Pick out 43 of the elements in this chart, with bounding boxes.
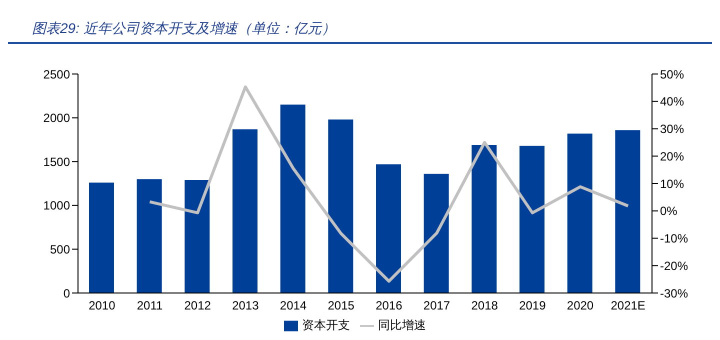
bar — [615, 130, 640, 293]
y2-tick-label: 50% — [660, 67, 684, 82]
bar — [520, 146, 544, 293]
y2-tick-label: 30% — [660, 122, 684, 136]
bar — [472, 144, 497, 293]
y2-tick-label: 10% — [660, 176, 684, 191]
y2-tick-label: 20% — [660, 149, 684, 164]
x-tick-label: 2011 — [136, 298, 163, 313]
bar — [567, 134, 592, 293]
x-tick-label: 2020 — [566, 298, 594, 313]
bar — [424, 174, 449, 293]
x-tick-label: 2021E — [610, 298, 646, 313]
y-tick-label: 1000 — [43, 198, 70, 213]
x-tick-label: 2014 — [280, 298, 307, 313]
y-tick-label: 2500 — [43, 67, 70, 82]
bar — [136, 179, 162, 293]
line-series — [148, 85, 630, 283]
bar — [184, 180, 210, 293]
bar — [232, 129, 258, 293]
x-tick-label: 2010 — [88, 298, 116, 313]
y-tick-label: 500 — [50, 242, 70, 256]
bar — [280, 104, 306, 293]
y2-tick-label: -20% — [660, 258, 688, 273]
y2-tick-label: -10% — [660, 232, 688, 246]
y-tick-label: 2000 — [43, 111, 70, 126]
x-tick-label: 2017 — [423, 298, 450, 313]
x-tick-label: 2018 — [471, 298, 498, 313]
bar — [89, 182, 114, 293]
bar — [376, 164, 401, 293]
y2-tick-label: 40% — [660, 94, 684, 109]
x-tick-label: 2012 — [184, 298, 212, 313]
x-tick-label: 2015 — [328, 298, 355, 313]
legend-label: 同比增速 — [378, 318, 426, 332]
x-tick-label: 2016 — [376, 298, 403, 313]
y-tick-label: 1500 — [43, 154, 70, 169]
legend-label: 资本开支 — [302, 318, 350, 332]
y-tick-label: 0 — [63, 286, 70, 300]
chart-title: 图表29: 近年公司资本开支及增速（单位：亿元） — [8, 8, 712, 44]
bar — [328, 120, 354, 293]
y2-tick-label: 0% — [660, 204, 678, 218]
x-tick-label: 2019 — [519, 298, 546, 313]
x-tick-label: 2013 — [232, 298, 260, 313]
y2-tick-label: -30% — [660, 286, 688, 300]
